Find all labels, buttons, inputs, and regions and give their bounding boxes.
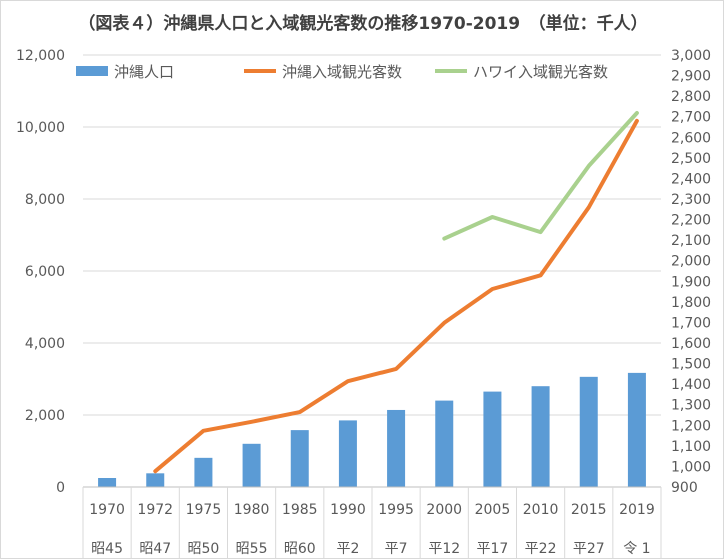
chart-title: （図表４）沖縄県人口と入域観光客数の推移1970-2019 （単位：千人） <box>78 13 647 34</box>
bar <box>483 391 502 487</box>
right-tick-label: 2,300 <box>671 192 711 208</box>
left-tick-label: 12,000 <box>16 48 65 64</box>
category-axis: 1970 昭45 1972 昭47 1975 昭50 1980 昭55 1985 昭60 1990 平… <box>82 486 662 558</box>
right-tick-label: 1,000 <box>671 459 711 475</box>
category-label: 2019 <box>619 502 655 518</box>
legend-label: ハワイ入域観光客数 <box>473 63 608 81</box>
right-tick-label: 2,800 <box>671 89 711 105</box>
right-tick-label: 2,100 <box>671 233 711 249</box>
left-tick-label: 2,000 <box>25 408 65 424</box>
category-label: 1970 <box>89 502 125 518</box>
left-tick-label: 10,000 <box>16 120 65 136</box>
left-tick-label: 8,000 <box>25 192 65 208</box>
era-label: 平27 <box>573 541 605 557</box>
bar <box>435 400 454 487</box>
bar <box>579 376 598 487</box>
category-label: 1995 <box>378 502 414 518</box>
category-label: 2015 <box>571 502 607 518</box>
category-label: 2000 <box>426 502 462 518</box>
era-label: 昭45 <box>91 541 123 557</box>
bar <box>627 372 646 487</box>
right-tick-label: 2,400 <box>671 171 711 187</box>
right-tick-label: 1,300 <box>671 398 711 414</box>
right-tick-label: 1,700 <box>671 315 711 331</box>
right-tick-label: 1,900 <box>671 274 711 290</box>
bar <box>242 443 261 487</box>
era-label: 昭47 <box>139 541 171 557</box>
right-tick-label: 3,000 <box>671 48 711 64</box>
era-label: 昭60 <box>284 541 316 557</box>
right-tick-label: 2,900 <box>671 69 711 85</box>
legend: 沖縄人口 沖縄入域観光客数 ハワイ入域観光客数 <box>76 63 608 81</box>
series-line <box>153 118 639 474</box>
left-tick-label: 6,000 <box>25 264 65 280</box>
bar <box>338 420 357 487</box>
left-axis: 0 2,000 4,000 6,000 8,000 10,000 12,000 <box>16 48 65 496</box>
right-tick-label: 1,400 <box>671 377 711 393</box>
era-label: 平22 <box>525 541 557 557</box>
right-tick-label: 1,100 <box>671 439 711 455</box>
series-line <box>442 111 639 241</box>
bar <box>194 457 213 487</box>
category-label: 1980 <box>234 502 270 518</box>
right-tick-label: 1,500 <box>671 357 711 373</box>
legend-label: 沖縄入域観光客数 <box>282 63 402 81</box>
bar <box>290 430 309 487</box>
right-tick-label: 2,700 <box>671 110 711 126</box>
era-label: 平7 <box>385 541 408 557</box>
left-tick-label: 4,000 <box>25 336 65 352</box>
legend-label: 沖縄人口 <box>114 63 174 81</box>
bar-series <box>98 372 646 487</box>
right-tick-label: 1,600 <box>671 336 711 352</box>
category-label: 1972 <box>137 502 173 518</box>
category-label: 2010 <box>523 502 559 518</box>
right-tick-label: 2,000 <box>671 254 711 270</box>
right-tick-label: 2,600 <box>671 130 711 146</box>
right-axis: 900 1,000 1,100 1,200 1,300 1,400 1,500 1,600 1,… <box>671 48 711 496</box>
left-tick-label: 0 <box>56 480 65 496</box>
right-tick-label: 1,800 <box>671 295 711 311</box>
category-label: 2005 <box>475 502 511 518</box>
bar <box>146 473 165 487</box>
right-tick-label: 2,200 <box>671 213 711 229</box>
gridlines <box>83 54 661 416</box>
category-label: 1985 <box>282 502 318 518</box>
category-label: 1990 <box>330 502 366 518</box>
era-label: 平17 <box>477 541 509 557</box>
legend-swatch <box>76 66 108 76</box>
line-series <box>153 111 639 474</box>
era-label: 昭50 <box>188 541 220 557</box>
category-label: 1975 <box>186 502 222 518</box>
bar <box>98 478 117 487</box>
era-label: 令 1 <box>623 541 650 557</box>
bar <box>531 386 550 487</box>
era-label: 平2 <box>336 541 359 557</box>
right-tick-label: 2,500 <box>671 151 711 167</box>
right-tick-label: 1,200 <box>671 418 711 434</box>
era-label: 昭55 <box>236 541 268 557</box>
era-label: 平12 <box>428 541 460 557</box>
bar <box>387 409 406 487</box>
right-tick-label: 900 <box>671 480 698 496</box>
